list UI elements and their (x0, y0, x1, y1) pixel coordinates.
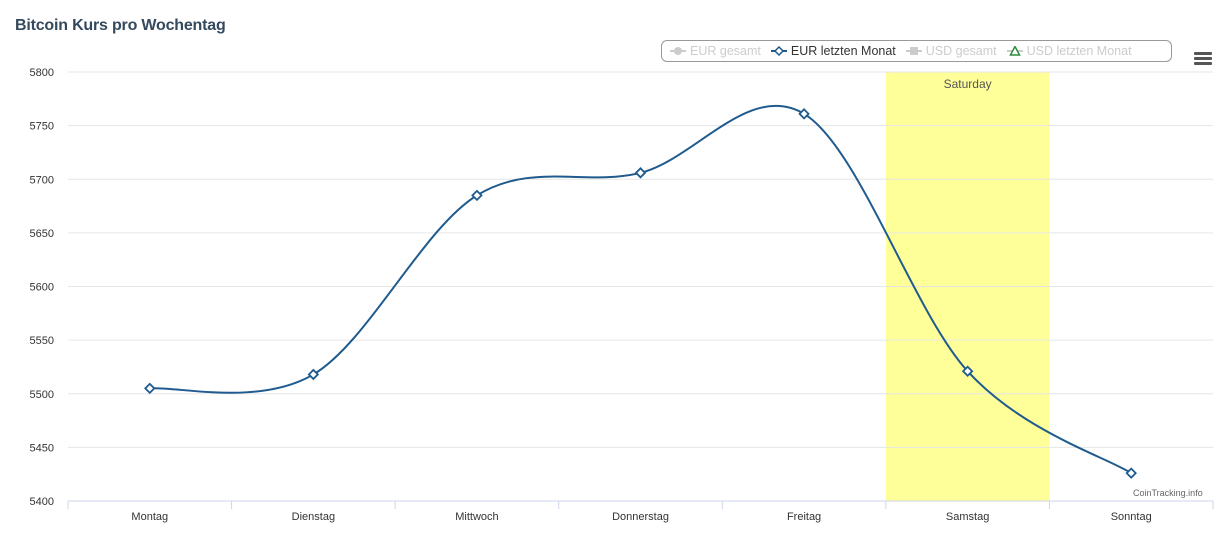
chart-legend: EUR gesamt EUR letzten Monat USD gesamt … (661, 40, 1172, 62)
x-tick-label: Sonntag (1111, 511, 1152, 523)
credit-link[interactable]: CoinTracking.info (1133, 488, 1203, 498)
y-tick-label: 5500 (30, 389, 54, 401)
legend-label: EUR gesamt (690, 44, 761, 58)
x-tick-label: Freitag (787, 511, 821, 523)
legend-label: USD letzten Monat (1026, 44, 1132, 58)
data-point-marker (961, 365, 974, 378)
y-tick-label: 5400 (30, 496, 54, 508)
y-tick-label: 5700 (30, 174, 54, 186)
square-marker-icon (905, 47, 922, 55)
circle-marker-icon (670, 47, 686, 55)
hamburger-menu-icon[interactable] (1194, 52, 1212, 66)
legend-item-usd-letzten-monat[interactable]: USD letzten Monat (1006, 44, 1132, 58)
y-tick-label: 5750 (30, 121, 54, 133)
y-tick-label: 5450 (30, 442, 54, 454)
x-tick-label: Montag (131, 511, 168, 523)
y-tick-label: 5650 (30, 228, 54, 240)
data-point-marker (144, 382, 156, 395)
legend-item-usd-gesamt[interactable]: USD gesamt (905, 44, 997, 58)
triangle-marker-icon (1006, 46, 1023, 56)
data-point-marker (798, 108, 810, 120)
data-point-marker (634, 167, 647, 179)
x-tick-label: Mittwoch (455, 511, 498, 523)
chart-title: Bitcoin Kurs pro Wochentag (15, 17, 226, 34)
legend-label: EUR letzten Monat (790, 44, 896, 58)
data-point-marker (471, 189, 483, 202)
legend-label: USD gesamt (925, 44, 997, 58)
legend-item-eur-letzten-monat[interactable]: EUR letzten Monat (770, 44, 896, 58)
y-tick-label: 5550 (30, 335, 54, 347)
y-tick-label: 5600 (30, 282, 54, 294)
x-tick-label: Samstag (946, 511, 989, 523)
x-tick-label: Donnerstag (612, 511, 669, 523)
data-point-marker (307, 368, 320, 381)
x-tick-label: Dienstag (292, 511, 335, 523)
diamond-marker-icon (770, 46, 787, 56)
y-tick-label: 5800 (30, 67, 54, 79)
legend-item-eur-gesamt[interactable]: EUR gesamt (670, 44, 761, 58)
data-point-marker (1125, 467, 1137, 479)
plot-band-label: Saturday (944, 77, 992, 91)
